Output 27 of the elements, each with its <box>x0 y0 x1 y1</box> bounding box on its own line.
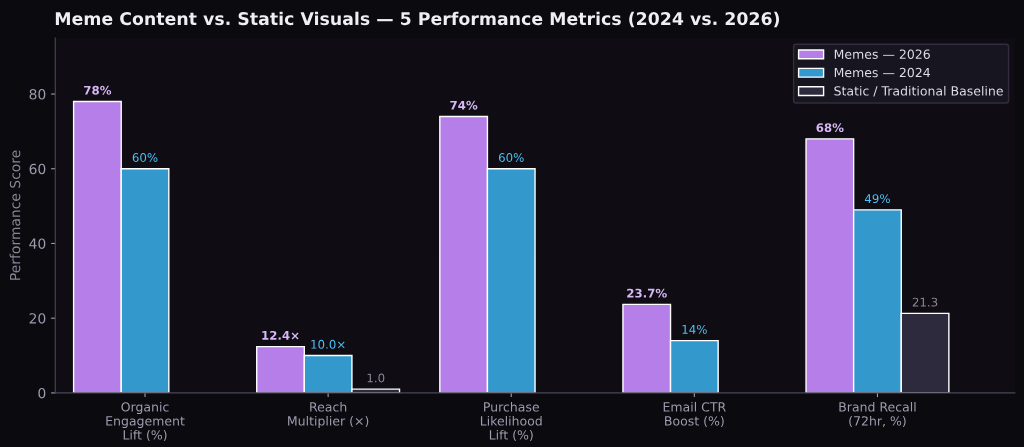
data-label: 74% <box>450 100 478 110</box>
x-tick-label: Reach Multiplier (×) <box>288 401 369 429</box>
y-tick-label: 20 <box>29 313 46 324</box>
y-tick-label: 40 <box>29 238 46 249</box>
data-label: 60% <box>498 153 524 162</box>
y-tick-label: 80 <box>29 89 46 100</box>
legend-label: Static / Traditional Baseline <box>834 85 1003 97</box>
data-label: 21.3 <box>912 297 938 307</box>
data-label: 12.4× <box>262 330 299 340</box>
data-label: 68% <box>816 123 844 133</box>
y-tick-label: 0 <box>38 387 46 399</box>
x-tick-label: Purchase Likelihood Lift (%) <box>480 401 542 442</box>
data-label: 23.7% <box>627 288 667 298</box>
x-tick-label: Organic Engagement Lift (%) <box>106 401 185 442</box>
data-label: 10.0× <box>311 339 345 349</box>
x-tick-label: Brand Recall (72hr, %) <box>839 401 916 428</box>
x-tick-label: Email CTR Boost (%) <box>663 401 726 428</box>
data-label: 1.0 <box>367 373 385 383</box>
data-label: 49% <box>864 194 890 204</box>
legend-label: Memes — 2026 <box>834 49 930 59</box>
data-label: 78% <box>84 85 112 95</box>
chart-title: Meme Content vs. Static Visuals — 5 Performance Metrics (2024 vs. 2026) <box>55 11 780 28</box>
data-label: 14% <box>682 324 707 334</box>
data-label: 60% <box>132 153 158 162</box>
legend-label: Memes — 2024 <box>834 67 930 78</box>
y-tick-label: 60 <box>29 163 46 175</box>
y-axis-title: Performance Score <box>9 150 21 280</box>
